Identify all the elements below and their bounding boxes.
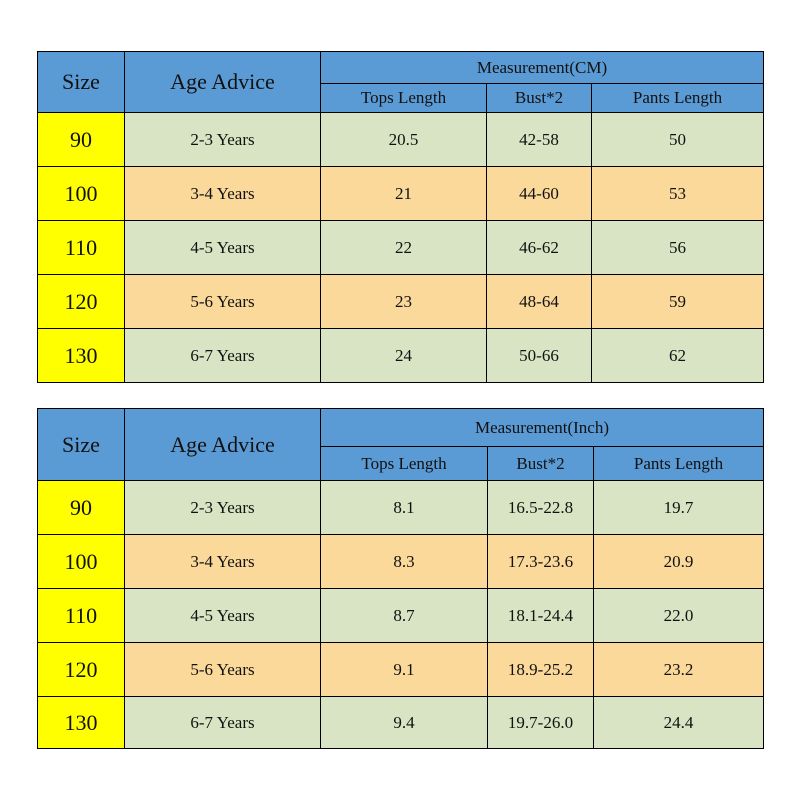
data-cell: 23.2: [592, 642, 765, 697]
size-cell: 130: [37, 328, 125, 383]
header-row: Size Age Advice Measurement(Inch): [37, 408, 765, 481]
subheader-row: Tops Length Bust*2 Pants Length: [38, 446, 765, 481]
data-row: 90 2-3 Years 8.1 16.5-22.8 19.7: [37, 480, 765, 535]
data-cell: 53: [590, 166, 765, 221]
column-header: Tops Length: [320, 446, 488, 481]
measurement-header: Measurement(Inch): [319, 408, 765, 447]
column-header: Pants Length: [590, 83, 765, 113]
size-table: Size Age Advice Measurement(CM) Tops Length…: [37, 51, 765, 383]
data-cell: 3-4 Years: [124, 166, 321, 221]
data-cell: 42-58: [486, 112, 592, 167]
data-cell: 50: [590, 112, 765, 167]
data-cell: 4-5 Years: [124, 220, 321, 275]
data-cell: 5-6 Years: [124, 642, 321, 697]
data-row: 100 3-4 Years 21 44-60 53: [37, 166, 765, 221]
size-cell: 90: [37, 112, 125, 167]
data-cell: 18.1-24.4: [487, 588, 594, 643]
data-row: 130 6-7 Years 24 50-66 62: [37, 328, 765, 383]
age-header: Age Advice: [124, 408, 321, 481]
data-row: 130 6-7 Years 9.4 19.7-26.0 24.4: [37, 696, 765, 749]
column-header: Bust*2: [487, 446, 594, 481]
data-cell: 62: [590, 328, 765, 383]
data-cell: 16.5-22.8: [487, 480, 594, 535]
data-cell: 8.1: [320, 480, 488, 535]
data-cell: 24.4: [592, 696, 765, 749]
data-cell: 17.3-23.6: [487, 534, 594, 589]
data-cell: 22: [320, 220, 487, 275]
data-cell: 20.9: [592, 534, 765, 589]
data-cell: 8.7: [320, 588, 488, 643]
data-cell: 9.4: [320, 696, 488, 749]
column-header: Tops Length: [320, 83, 487, 113]
data-cell: 8.3: [320, 534, 488, 589]
size-cell: 100: [37, 166, 125, 221]
header-row: Size Age Advice Measurement(CM): [37, 51, 765, 113]
data-cell: 9.1: [320, 642, 488, 697]
size-cell: 110: [37, 588, 125, 643]
data-cell: 50-66: [486, 328, 592, 383]
size-cell: 120: [37, 642, 125, 697]
data-row: 90 2-3 Years 20.5 42-58 50: [37, 112, 765, 167]
size-header: Size: [37, 51, 125, 113]
size-cell: 110: [37, 220, 125, 275]
size-header: Size: [37, 408, 125, 481]
data-row: 110 4-5 Years 8.7 18.1-24.4 22.0: [37, 588, 765, 643]
size-cell: 100: [37, 534, 125, 589]
data-cell: 6-7 Years: [124, 696, 321, 749]
column-header: Bust*2: [486, 83, 592, 113]
data-cell: 59: [590, 274, 765, 329]
data-cell: 48-64: [486, 274, 592, 329]
data-cell: 46-62: [486, 220, 592, 275]
data-cell: 18.9-25.2: [487, 642, 594, 697]
age-header: Age Advice: [124, 51, 321, 113]
measurement-header: Measurement(CM): [319, 51, 765, 84]
data-cell: 6-7 Years: [124, 328, 321, 383]
column-header: Pants Length: [592, 446, 765, 481]
data-cell: 24: [320, 328, 487, 383]
subheader-row: Tops Length Bust*2 Pants Length: [38, 83, 765, 113]
data-row: 100 3-4 Years 8.3 17.3-23.6 20.9: [37, 534, 765, 589]
data-cell: 56: [590, 220, 765, 275]
size-cell: 130: [37, 696, 125, 749]
data-cell: 2-3 Years: [124, 480, 321, 535]
data-cell: 23: [320, 274, 487, 329]
data-cell: 20.5: [320, 112, 487, 167]
size-cell: 90: [37, 480, 125, 535]
data-cell: 44-60: [486, 166, 592, 221]
data-cell: 19.7-26.0: [487, 696, 594, 749]
data-cell: 3-4 Years: [124, 534, 321, 589]
size-table: Size Age Advice Measurement(Inch) Tops Leng…: [37, 408, 765, 749]
data-cell: 19.7: [592, 480, 765, 535]
data-row: 110 4-5 Years 22 46-62 56: [37, 220, 765, 275]
data-row: 120 5-6 Years 23 48-64 59: [37, 274, 765, 329]
data-cell: 4-5 Years: [124, 588, 321, 643]
data-row: 120 5-6 Years 9.1 18.9-25.2 23.2: [37, 642, 765, 697]
data-cell: 2-3 Years: [124, 112, 321, 167]
data-cell: 22.0: [592, 588, 765, 643]
size-cell: 120: [37, 274, 125, 329]
data-cell: 5-6 Years: [124, 274, 321, 329]
data-cell: 21: [320, 166, 487, 221]
